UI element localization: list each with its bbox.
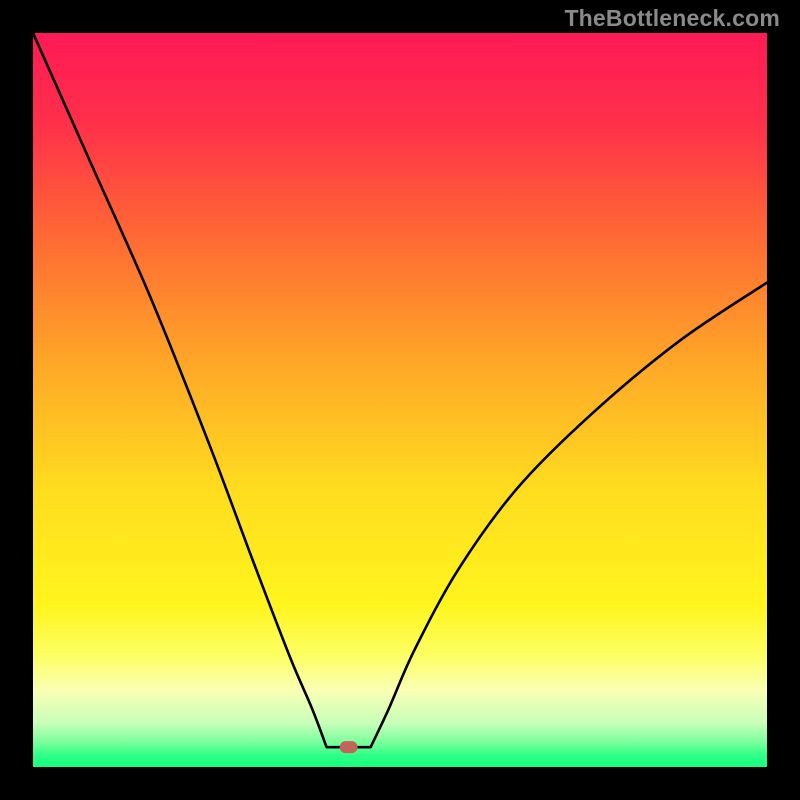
chart-frame: TheBottleneck.com	[0, 0, 800, 800]
plot-area	[33, 33, 767, 767]
watermark-text: TheBottleneck.com	[564, 5, 780, 32]
optimal-marker	[340, 741, 358, 753]
gradient-background	[33, 33, 767, 767]
plot-svg	[33, 33, 767, 767]
